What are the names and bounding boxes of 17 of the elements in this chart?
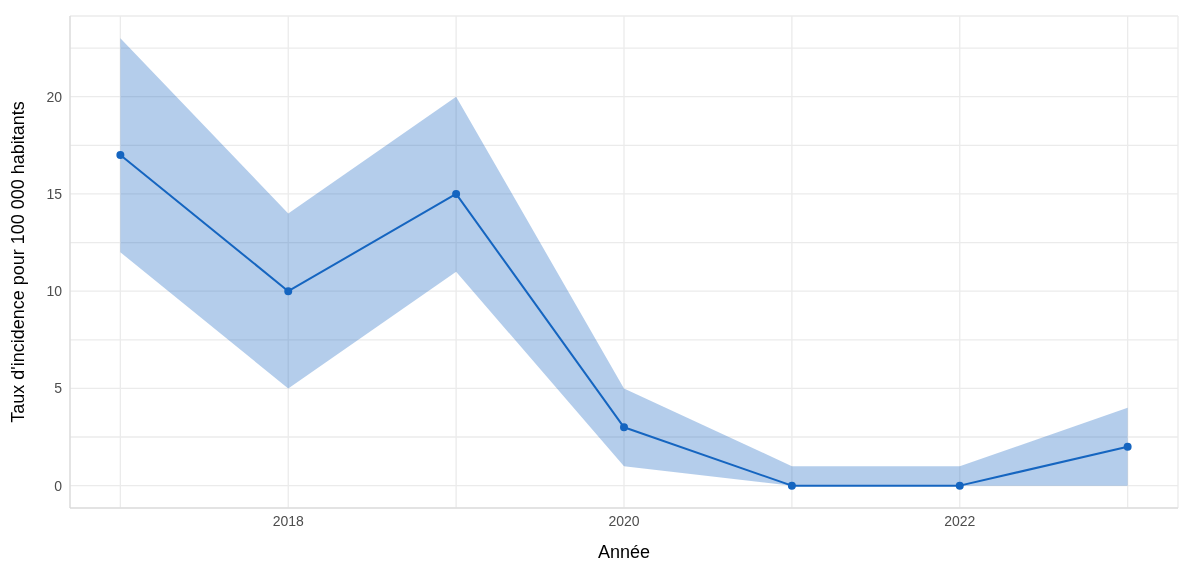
y-tick-label: 10: [46, 283, 63, 300]
y-tick-label: 15: [46, 185, 63, 202]
y-tick-label: 5: [54, 380, 63, 397]
y-axis-title: Taux d'incidence pour 100 000 habitants: [8, 101, 29, 423]
point: [955, 481, 964, 490]
point: [1123, 442, 1132, 451]
y-tick-label: 20: [46, 88, 63, 105]
x-tick-label: 2018: [272, 512, 305, 529]
point: [787, 481, 796, 490]
point: [452, 189, 461, 198]
x-tick-label: 2022: [944, 512, 976, 529]
x-tick-label: 2020: [608, 512, 640, 529]
point: [116, 151, 125, 160]
y-tick-label: 0: [54, 477, 63, 494]
point: [620, 423, 628, 432]
x-axis-title: Année: [597, 542, 651, 562]
point: [284, 287, 293, 296]
